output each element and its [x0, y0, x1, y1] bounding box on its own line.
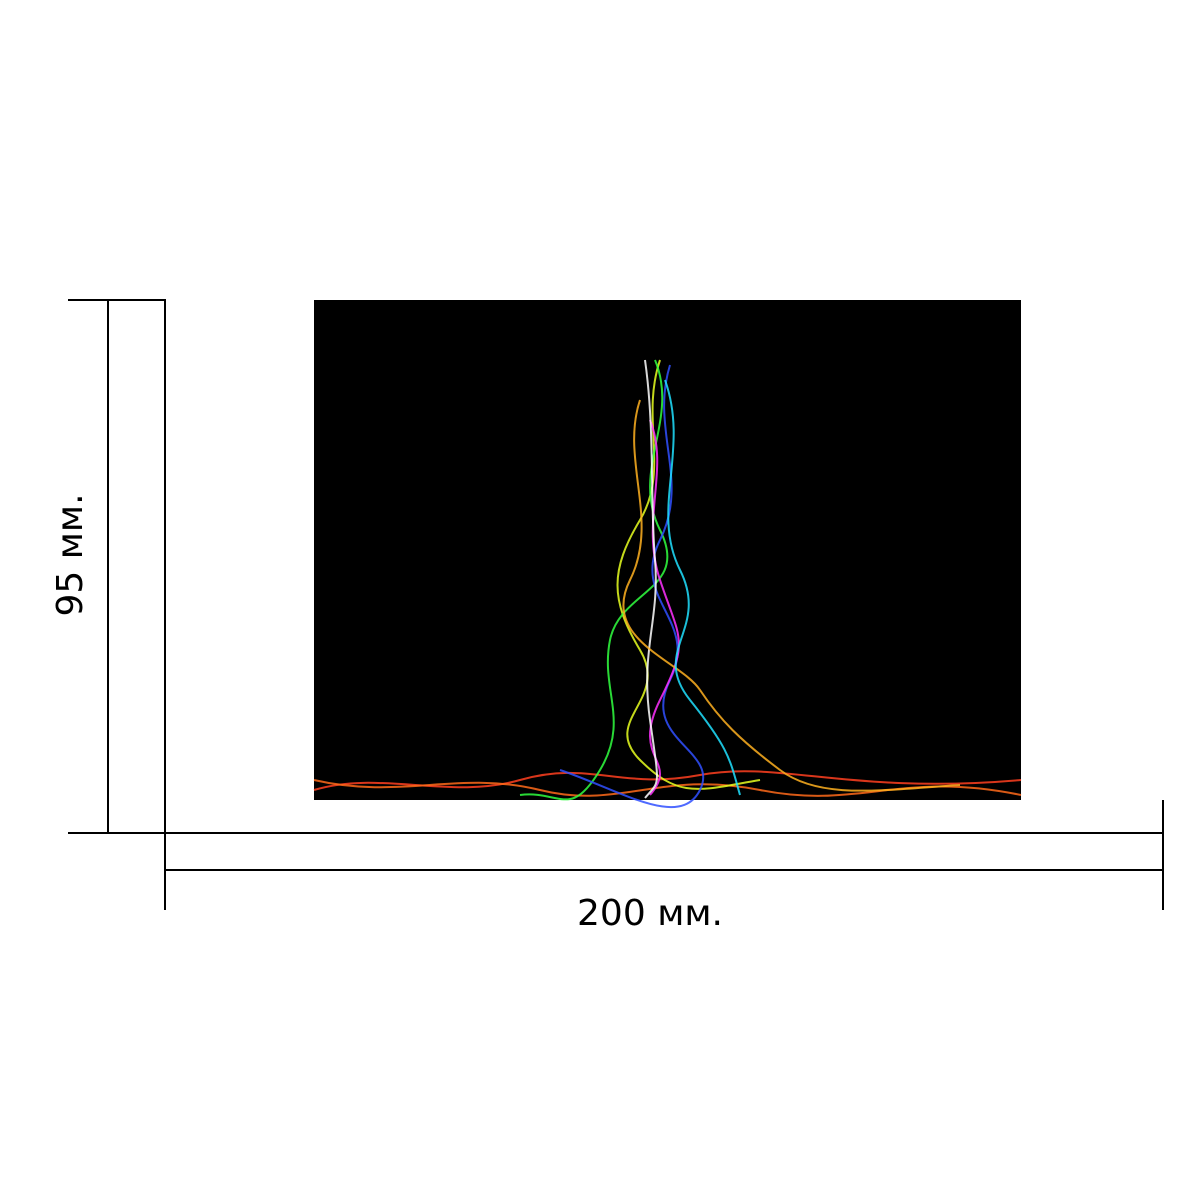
smoke-artwork: [313, 359, 1022, 809]
height-label: 95 мм.: [50, 493, 91, 616]
width-label: 200 мм.: [577, 893, 723, 934]
